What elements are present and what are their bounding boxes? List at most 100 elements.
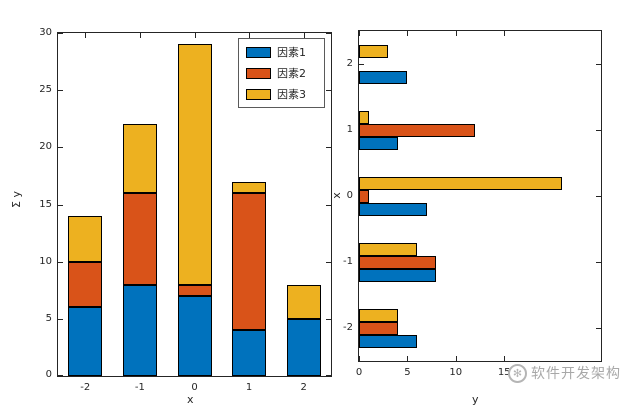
x-tick-mark [249, 33, 251, 38]
grouped-bar [359, 70, 408, 84]
legend-swatch-icon [246, 46, 271, 58]
y-tick-mark [326, 33, 331, 34]
left-x-axis-label: x [187, 393, 194, 406]
y-tick-label: 10 [39, 255, 52, 267]
y-tick-mark [58, 375, 63, 376]
right-y-axis-label: x [329, 192, 343, 199]
y-tick-mark [596, 262, 601, 263]
grouped-bar [359, 110, 369, 124]
stacked-bar-segment [232, 330, 267, 376]
watermark-text: 软件开发架构 [531, 366, 621, 382]
left-y-axis-label: Σ y [9, 191, 23, 208]
y-tick-label: 2 [346, 58, 353, 69]
y-tick-mark [596, 130, 601, 131]
grouped-bar [359, 123, 476, 137]
stacked-bar-segment [286, 318, 321, 376]
watermark: ✻ 软件开发架构 [508, 363, 621, 383]
y-tick-label: -2 [343, 322, 353, 333]
legend-item: 因素2 [246, 65, 306, 81]
grouped-bar [359, 242, 418, 256]
y-tick-mark [58, 90, 63, 92]
right-x-axis-label: y [472, 393, 479, 406]
x-tick-mark [303, 33, 305, 38]
x-tick-label: 10 [449, 367, 463, 378]
x-tick-label: 0 [191, 382, 198, 393]
grouped-bar [359, 255, 437, 269]
stacked-bar-segment [177, 295, 212, 376]
x-tick-mark [139, 33, 141, 38]
y-tick-mark [58, 33, 63, 34]
x-tick-mark [194, 33, 196, 38]
grouped-bar [359, 176, 563, 190]
y-tick-mark [326, 204, 331, 206]
x-tick-mark [504, 356, 506, 361]
left-axes: 因素1 因素2 因素3 0 5 10 15 20 25 30 -2 -1 0 1 2 [39, 27, 332, 393]
grouped-bar [359, 334, 418, 348]
legend-item: 因素3 [246, 86, 306, 102]
legend-label: 因素3 [277, 88, 306, 101]
y-tick-mark [58, 318, 63, 320]
grouped-bar [359, 44, 389, 58]
legend: 因素1 因素2 因素3 [238, 38, 325, 108]
right-axes: 0 5 10 15 -2 -1 0 1 2 [343, 30, 602, 378]
y-tick-label: 20 [39, 141, 52, 153]
y-tick-label: 0 [346, 190, 353, 201]
y-tick-label: 0 [45, 369, 52, 380]
grouped-bar [359, 136, 398, 150]
grouped-bar [359, 189, 369, 203]
x-tick-mark [455, 356, 457, 361]
x-tick-mark [407, 31, 409, 36]
x-tick-mark [359, 31, 360, 36]
x-tick-label: 5 [404, 367, 411, 378]
stacked-bar-segment [68, 215, 103, 262]
y-tick-label: 1 [346, 124, 353, 135]
x-tick-mark [359, 356, 360, 361]
watermark-logo-icon: ✻ [508, 363, 527, 383]
x-tick-label: 1 [245, 382, 253, 393]
stacked-bar-segment [177, 44, 212, 285]
y-tick-mark [326, 147, 331, 149]
x-tick-label: -2 [80, 382, 91, 393]
stacked-bar-segment [232, 181, 267, 194]
y-tick-mark [58, 261, 63, 263]
x-tick-label: 0 [355, 367, 363, 378]
y-tick-mark [326, 318, 331, 320]
stacked-bar-segment [68, 261, 103, 308]
legend-item: 因素1 [246, 44, 306, 60]
y-tick-label: 30 [39, 27, 52, 38]
y-tick-mark [359, 64, 364, 65]
grouped-bar [359, 268, 437, 282]
legend-label: 因素1 [277, 46, 306, 59]
y-tick-mark [596, 196, 601, 197]
y-tick-mark [58, 147, 63, 149]
y-tick-mark [58, 204, 63, 206]
y-tick-label: -1 [343, 256, 353, 267]
y-tick-mark [326, 375, 331, 376]
stacked-bar-segment [122, 284, 157, 376]
legend-label: 因素2 [277, 67, 306, 80]
stacked-bar-segment [232, 193, 267, 331]
stacked-bar-segment [286, 284, 321, 319]
x-tick-mark [504, 31, 506, 36]
y-tick-mark [596, 328, 601, 329]
x-tick-mark [407, 356, 409, 361]
grouped-bar [359, 308, 398, 322]
legend-swatch-icon [246, 88, 271, 100]
x-tick-label: 15 [497, 367, 511, 378]
stacked-bar-segment [122, 124, 157, 194]
stacked-bar-segment [177, 284, 212, 296]
grouped-bar [359, 321, 398, 335]
stacked-bar-segment [122, 193, 157, 285]
x-tick-mark [455, 31, 457, 36]
stacked-bar-segment [68, 307, 103, 376]
grouped-bar [359, 202, 427, 216]
y-tick-label: 25 [39, 84, 52, 96]
legend-swatch-icon [246, 67, 271, 79]
x-tick-label: 2 [300, 382, 307, 393]
y-tick-label: 15 [39, 198, 52, 210]
x-tick-label: -1 [134, 382, 145, 393]
y-tick-mark [596, 64, 601, 65]
y-tick-mark [326, 90, 331, 92]
x-tick-mark [85, 33, 87, 38]
